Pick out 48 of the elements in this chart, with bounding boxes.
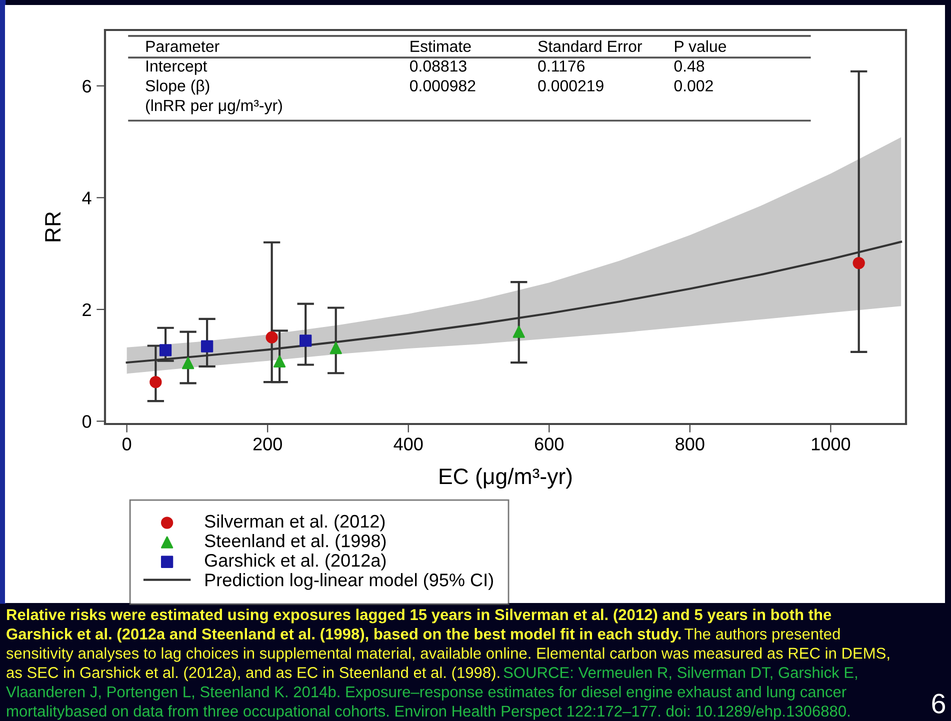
y-axis-title: RR (45, 212, 60, 242)
y-tick-label: 0 (82, 415, 92, 428)
point (300, 334, 312, 347)
text: SOURCE: Vermeulen R, Silverman DT, Garshick E, (504, 666, 857, 680)
text: Relative risks were estimated using exposures lagged 15 years in Silverman et al. (2012) and 5 years in both the (7, 608, 832, 624)
text: mortalitybased on data from three occupational cohorts. Environ Health Perspect 122:172–177. doi: 10.1289/ehp.1306880. (7, 705, 850, 720)
legend-label: Steenland et al. (1998) (204, 534, 386, 551)
annotation: Intercept (146, 60, 208, 75)
annotation: Parameter (146, 40, 220, 52)
text: 6 (932, 694, 946, 714)
annotation: 0.08813 (410, 60, 466, 72)
text: Vlaanderen J, Portengen L, Steenland K. 2014b. Exposure–response estimates for diesel engine exhaust and lung cancer (6, 686, 846, 700)
point (512, 326, 525, 338)
legend-label: Prediction log-linear model (95% CI) (206, 573, 493, 590)
point (273, 355, 286, 368)
point (852, 256, 865, 270)
y-tick-label: 6 (82, 80, 92, 93)
y-tick-label: 2 (82, 303, 91, 316)
text: The authors presented (684, 628, 840, 643)
annotation: 0.002 (674, 80, 713, 92)
text: sensitivity analyses to lag choices in supplemental material, available online. Elemental carbon was measured as REC in DEMS, (6, 647, 890, 662)
text: Garshick et al. (2012a and Steenland et al. (1998), based on the best model fit in each study. (6, 628, 681, 643)
annotation: Slope (β) (146, 80, 210, 95)
text: as SEC in Garshick et al. (2012a), and as EC in Steenland et al. (1998). (6, 666, 500, 682)
x-axis-title: EC (μg/m³-yr) (440, 468, 572, 489)
annotation: 0.000219 (538, 80, 604, 92)
annotation: (lnRR per μg/m³-yr) (146, 99, 282, 114)
legend-label: Garshick et al. (2012a) (204, 554, 386, 570)
point (266, 331, 278, 344)
annotation: P value (675, 40, 726, 52)
point (200, 340, 214, 352)
annotation: 0.48 (674, 60, 704, 72)
annotation: 0.1176 (538, 60, 585, 72)
point (159, 344, 172, 356)
point (330, 342, 342, 354)
y-tick-label: 4 (82, 192, 92, 204)
point (150, 376, 162, 388)
x-tick-label: 0 (122, 438, 132, 450)
x-tick-label: 600 (534, 438, 564, 450)
annotation: Standard Error (538, 40, 642, 52)
point (182, 357, 194, 370)
x-tick-label: 1000 (812, 438, 850, 450)
annotation: 0.000982 (410, 80, 476, 92)
annotation: Estimate (410, 40, 471, 52)
x-tick-label: 200 (253, 438, 282, 450)
x-tick-label: 400 (394, 438, 423, 450)
x-tick-label: 800 (676, 438, 704, 450)
legend-label: Silverman et al. (2012) (204, 514, 385, 532)
